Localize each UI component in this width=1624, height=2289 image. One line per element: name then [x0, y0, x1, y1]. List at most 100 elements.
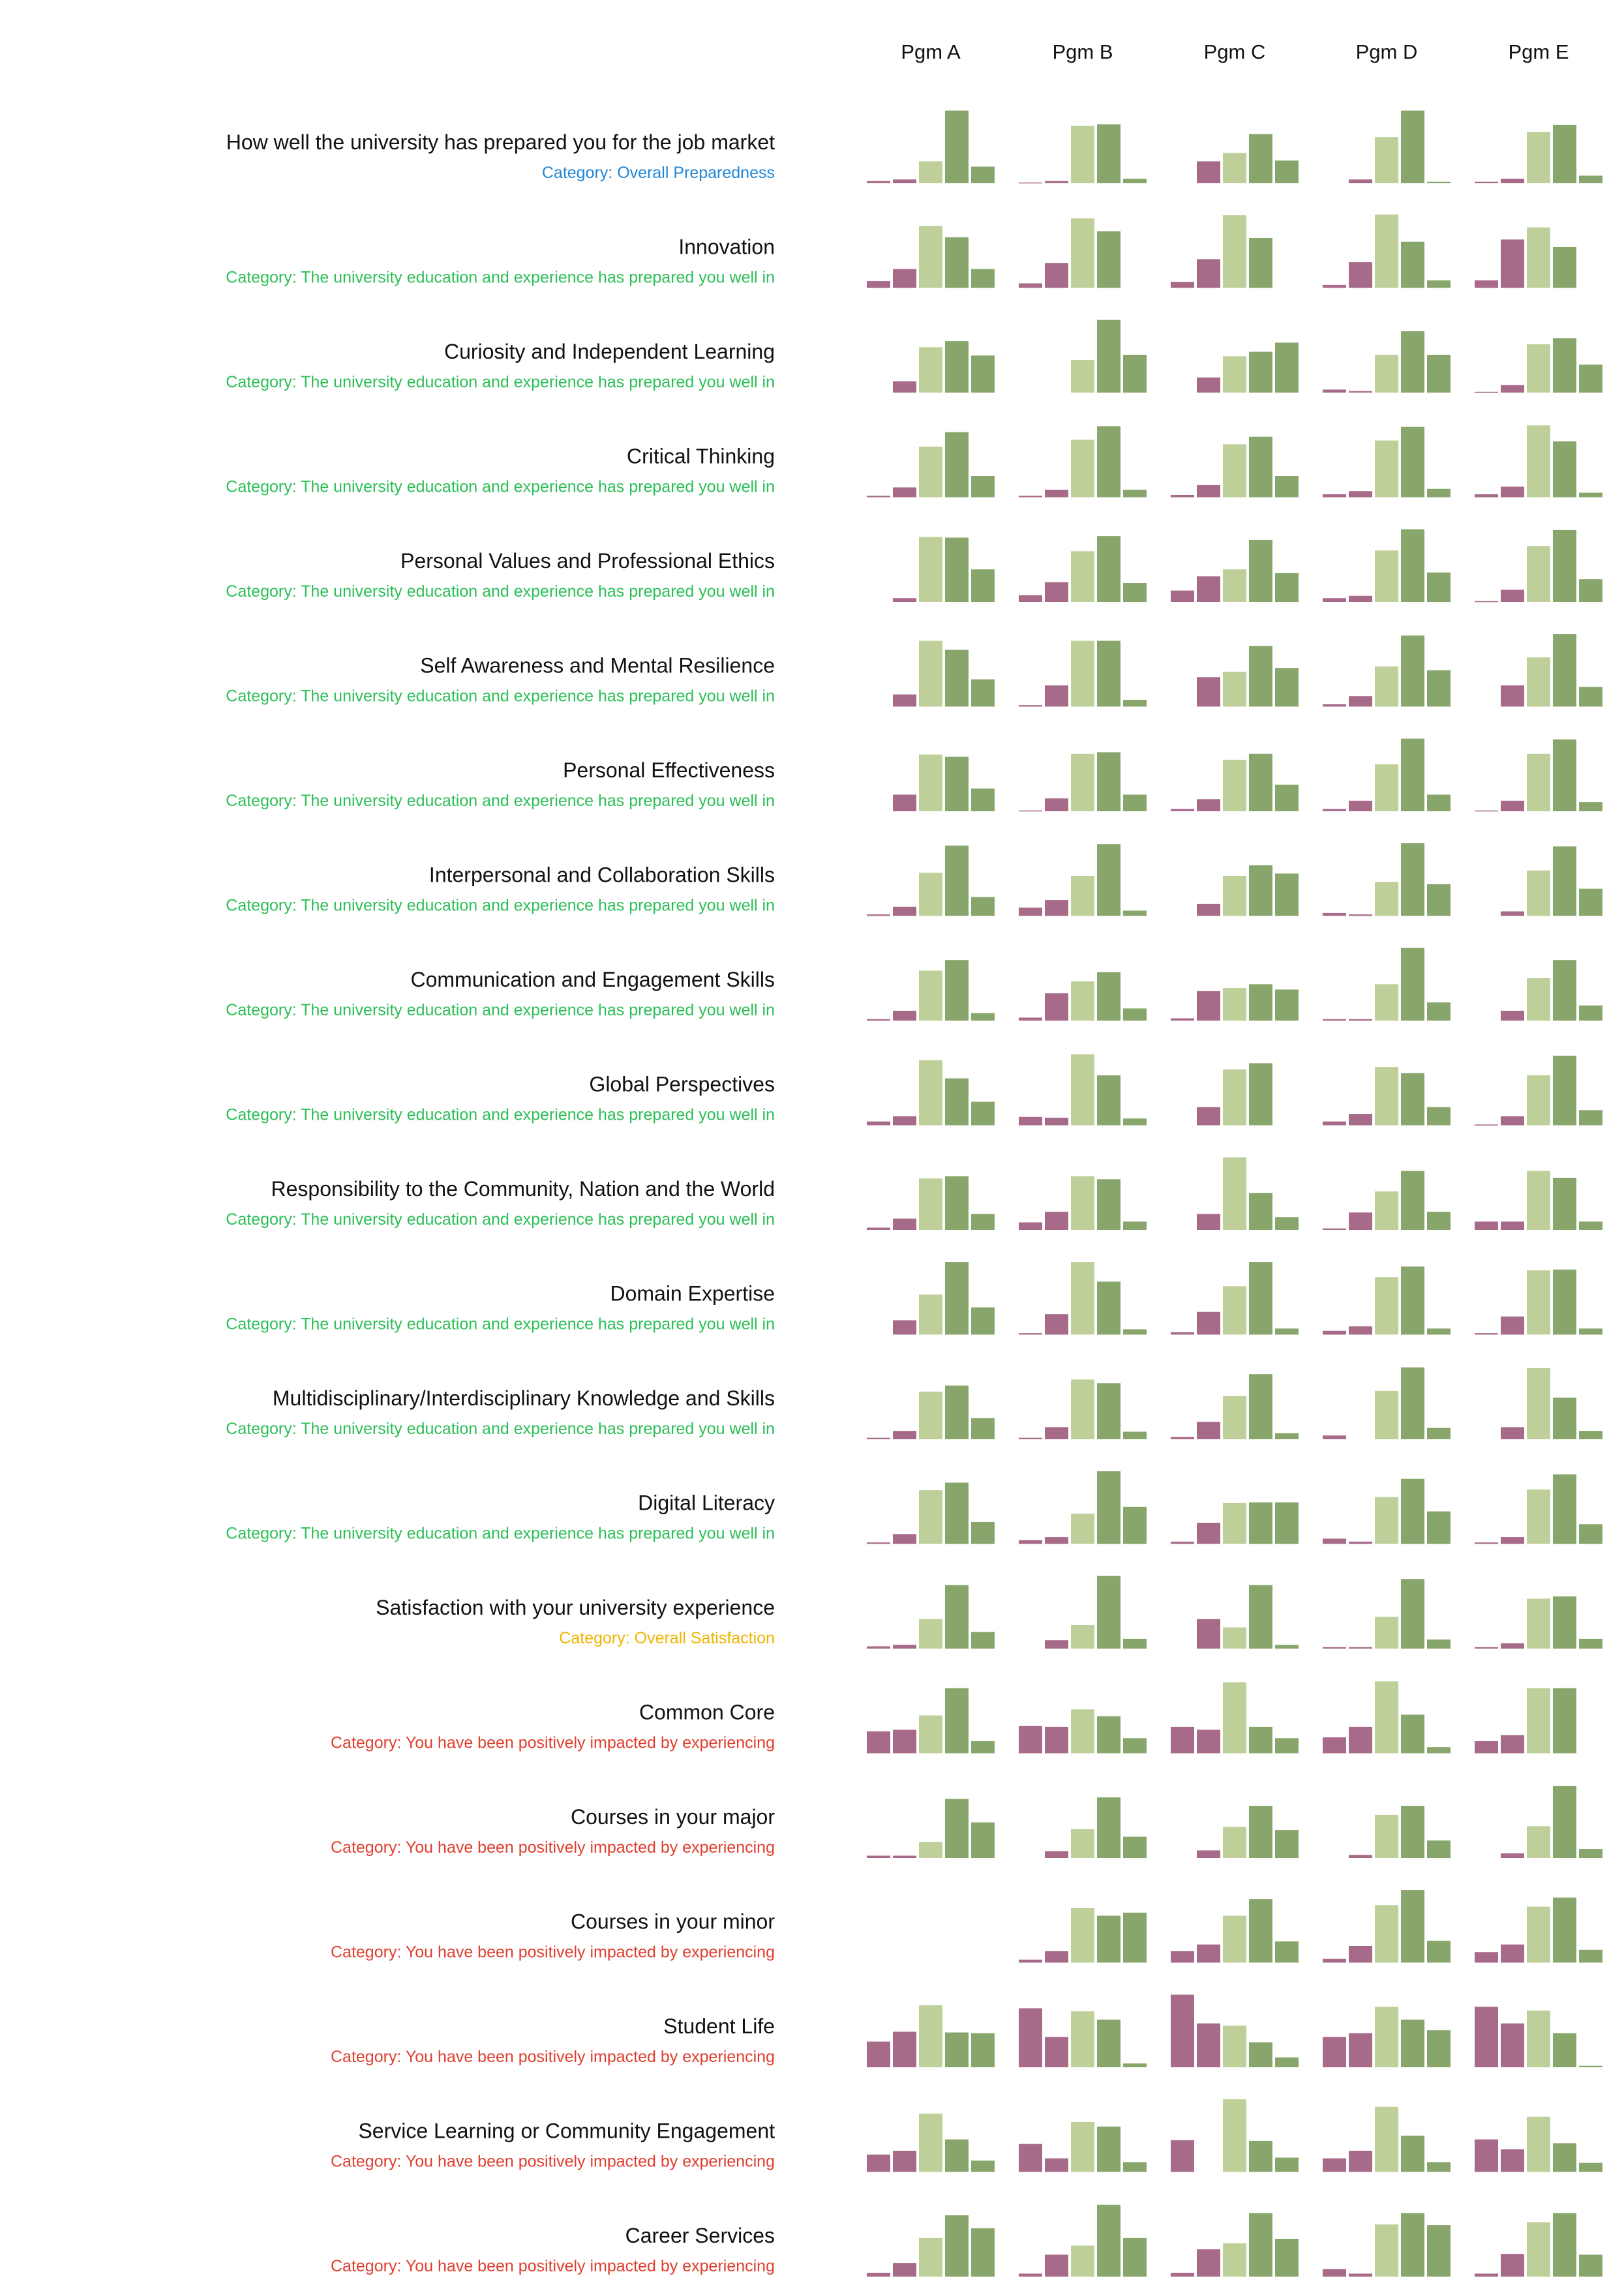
row-19: Student Life Category: You have been posi…: [331, 1994, 1602, 2067]
bar-row16-pgm-d-bin3: [1375, 1681, 1398, 1754]
bar-row18-pgm-b-bin1: [1019, 1959, 1042, 1963]
bar-row15-pgm-b-bin3: [1071, 1625, 1094, 1649]
bar-row8-pgm-a-bin4: [945, 845, 969, 916]
bar-row16-pgm-c-bin3: [1223, 1682, 1246, 1754]
bar-row6-pgm-d-bin5: [1427, 670, 1451, 707]
bar-row9-pgm-c-bin5: [1275, 989, 1299, 1021]
bar-row16-pgm-e-bin4: [1553, 1688, 1576, 1754]
bar-row5-pgm-d-bin4: [1401, 529, 1424, 602]
bar-row18-pgm-e-bin4: [1553, 1897, 1576, 1963]
bar-row6-pgm-a-bin2: [893, 694, 916, 707]
bar-row1-pgm-c-bin5: [1275, 160, 1299, 183]
bar-row5-pgm-b-bin5: [1123, 583, 1147, 602]
column-header-1: Pgm A: [901, 40, 961, 63]
bar-row5-pgm-a-bin4: [945, 537, 969, 602]
row-category-label: Category: The university education and e…: [226, 1420, 775, 1438]
row-18: Courses in your minor Category: You have …: [331, 1890, 1602, 1963]
bar-row17-pgm-e-bin4: [1553, 1786, 1576, 1858]
bar-row8-pgm-d-bin3: [1375, 882, 1398, 916]
bar-row19-pgm-b-bin3: [1071, 2011, 1094, 2067]
bar-row19-pgm-d-bin4: [1401, 2019, 1424, 2067]
row-11: Responsibility to the Community, Nation …: [226, 1157, 1602, 1230]
bar-row16-pgm-d-bin5: [1427, 1747, 1451, 1754]
bar-row10-pgm-d-bin5: [1427, 1107, 1451, 1126]
bar-row1-pgm-b-bin2: [1045, 181, 1068, 183]
bar-row3-pgm-e-bin5: [1579, 365, 1602, 393]
bar-row10-pgm-a-bin3: [919, 1060, 942, 1126]
bar-row5-pgm-c-bin3: [1223, 569, 1246, 602]
bar-row21-pgm-b-bin4: [1097, 2204, 1120, 2277]
row-21: Career Services Category: You have been p…: [331, 2204, 1602, 2277]
bar-row1-pgm-a-bin4: [945, 110, 969, 183]
bar-row4-pgm-c-bin1: [1171, 495, 1194, 498]
bar-row4-pgm-d-bin5: [1427, 488, 1451, 498]
row-title: Global Perspectives: [589, 1073, 775, 1096]
bar-row14-pgm-c-bin2: [1197, 1523, 1220, 1544]
bar-row19-pgm-b-bin4: [1097, 2019, 1120, 2067]
bar-row21-pgm-e-bin1: [1475, 2273, 1498, 2277]
bar-row10-pgm-a-bin1: [867, 1121, 890, 1126]
bar-row14-pgm-c-bin5: [1275, 1502, 1299, 1544]
bar-row14-pgm-d-bin3: [1375, 1497, 1398, 1544]
row-7: Personal Effectiveness Category: The univ…: [226, 738, 1602, 812]
bar-row11-pgm-c-bin4: [1249, 1193, 1272, 1230]
bar-row13-pgm-b-bin2: [1045, 1427, 1068, 1439]
bar-row7-pgm-d-bin3: [1375, 764, 1398, 811]
bar-row20-pgm-c-bin5: [1275, 2157, 1299, 2172]
bar-row12-pgm-a-bin3: [919, 1294, 942, 1335]
row-title: Courses in your major: [571, 1805, 775, 1829]
bar-row5-pgm-d-bin2: [1349, 595, 1372, 602]
bar-row13-pgm-c-bin3: [1223, 1396, 1246, 1439]
bar-row11-pgm-e-bin5: [1579, 1221, 1602, 1230]
bar-row14-pgm-a-bin1: [867, 1542, 890, 1544]
bar-row14-pgm-b-bin1: [1019, 1540, 1042, 1544]
row-8: Interpersonal and Collaboration Skills Ca…: [226, 843, 1602, 916]
bar-row20-pgm-a-bin5: [971, 2161, 995, 2172]
bar-row18-pgm-c-bin2: [1197, 1944, 1220, 1963]
bar-row16-pgm-c-bin1: [1171, 1726, 1194, 1754]
bar-row17-pgm-c-bin2: [1197, 1850, 1220, 1858]
bar-row13-pgm-b-bin4: [1097, 1383, 1120, 1439]
bar-row8-pgm-d-bin1: [1323, 912, 1346, 916]
bar-row3-pgm-e-bin2: [1501, 385, 1524, 393]
bar-row9-pgm-c-bin3: [1223, 988, 1246, 1021]
bar-row9-pgm-d-bin3: [1375, 984, 1398, 1021]
bar-row19-pgm-b-bin5: [1123, 2063, 1147, 2067]
bar-row5-pgm-e-bin2: [1501, 590, 1524, 602]
row-category-label: Category: The university education and e…: [226, 687, 775, 706]
bar-row16-pgm-b-bin3: [1071, 1709, 1094, 1754]
bar-row10-pgm-d-bin3: [1375, 1067, 1398, 1126]
bar-row15-pgm-d-bin5: [1427, 1639, 1451, 1649]
bar-row2-pgm-c-bin2: [1197, 259, 1220, 288]
bar-row9-pgm-b-bin1: [1019, 1017, 1042, 1021]
bar-row15-pgm-d-bin3: [1375, 1617, 1398, 1649]
bar-row15-pgm-a-bin1: [867, 1646, 890, 1649]
bar-row21-pgm-a-bin5: [971, 2228, 995, 2277]
bar-row10-pgm-b-bin3: [1071, 1054, 1094, 1126]
bar-row15-pgm-a-bin4: [945, 1585, 969, 1649]
bar-row12-pgm-b-bin3: [1071, 1262, 1094, 1335]
bar-row14-pgm-a-bin2: [893, 1534, 916, 1544]
bar-row9-pgm-b-bin4: [1097, 972, 1120, 1021]
bar-row14-pgm-c-bin1: [1171, 1542, 1194, 1544]
bar-row12-pgm-e-bin1: [1475, 1333, 1498, 1335]
bar-row19-pgm-e-bin5: [1579, 2065, 1602, 2067]
row-title: Critical Thinking: [627, 445, 775, 468]
bar-row8-pgm-c-bin2: [1197, 903, 1220, 916]
bar-row13-pgm-a-bin3: [919, 1391, 942, 1439]
bar-row21-pgm-e-bin4: [1553, 2213, 1576, 2277]
bar-row5-pgm-d-bin5: [1427, 572, 1451, 602]
bar-row17-pgm-a-bin3: [919, 1842, 942, 1858]
bar-row8-pgm-e-bin5: [1579, 888, 1602, 916]
bar-row9-pgm-d-bin5: [1427, 1002, 1451, 1021]
bar-row11-pgm-d-bin2: [1349, 1212, 1372, 1230]
bar-row2-pgm-a-bin4: [945, 237, 969, 288]
row-category-label: Category: You have been positively impac…: [331, 2153, 775, 2171]
bar-row11-pgm-c-bin5: [1275, 1217, 1299, 1230]
bar-row12-pgm-d-bin5: [1427, 1328, 1451, 1335]
bar-row20-pgm-c-bin3: [1223, 2099, 1246, 2172]
bar-row10-pgm-e-bin1: [1475, 1124, 1498, 1126]
row-title: Common Core: [639, 1701, 775, 1724]
bar-row15-pgm-d-bin1: [1323, 1647, 1346, 1649]
